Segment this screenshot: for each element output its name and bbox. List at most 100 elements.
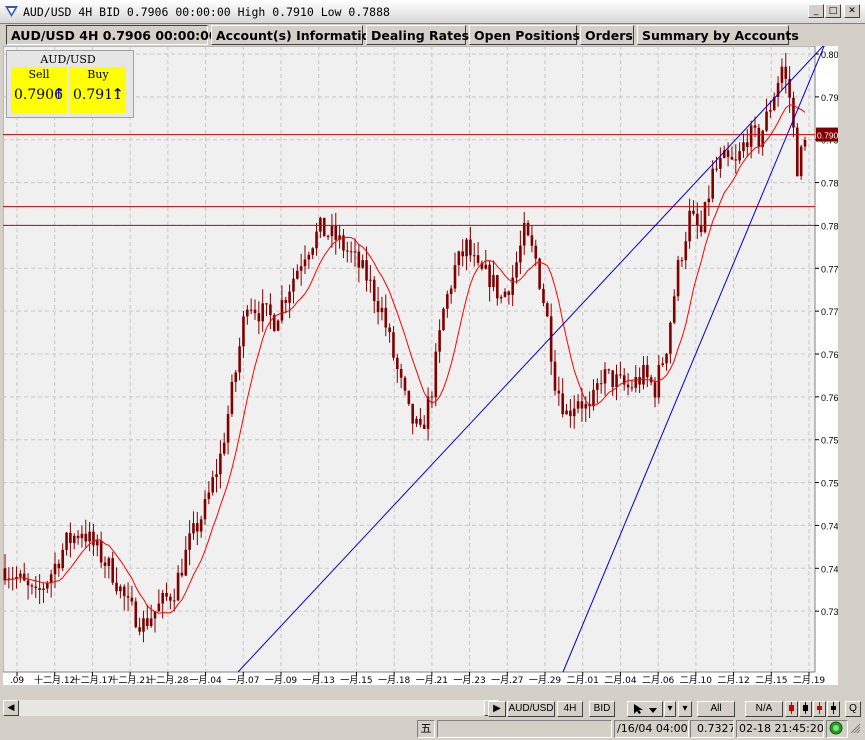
buy-button[interactable]: Buy 0.7911 ↑ (70, 67, 126, 113)
candle-body (403, 377, 407, 391)
price-chart[interactable]: 0.80000.79500.79000.78500.78000.77500.77… (3, 46, 838, 685)
chart-horizontal-scrollbar[interactable]: ◀ ▶ (3, 700, 500, 716)
na-button[interactable]: N/A (745, 701, 783, 717)
maximize-button[interactable]: □ (825, 4, 841, 18)
candle-body (499, 296, 503, 299)
candle-red-2-button[interactable] (813, 701, 826, 717)
candle-body (738, 151, 741, 161)
candle-body (722, 150, 726, 158)
timeframe-button[interactable]: 4H (557, 701, 583, 717)
candle-body (696, 213, 699, 226)
candle-body (161, 592, 164, 604)
cursor-icon (634, 704, 657, 714)
tab-orders[interactable]: Orders (580, 25, 634, 45)
y-tick-label: 0.7950 (821, 93, 838, 103)
plot-area (3, 46, 816, 673)
x-tick-label: 十二月.21 (109, 674, 150, 685)
zoom-dropdown-button[interactable]: ▾ (678, 701, 692, 717)
candle-body (72, 535, 76, 544)
candle-body (153, 611, 157, 619)
app-logo-icon (5, 6, 18, 17)
candle-body (619, 374, 622, 376)
trendline-shallow (237, 46, 824, 673)
x-tick-label: 一月.21 (416, 675, 448, 685)
candle-red-icon (789, 702, 794, 714)
candle-body (38, 588, 41, 590)
candle-body (392, 332, 395, 358)
candle-body (149, 618, 153, 627)
scroll-left-button[interactable]: ◀ (3, 700, 19, 716)
symbol-button[interactable]: AUD/USD (507, 701, 555, 717)
up-arrow-icon: ↑ (111, 85, 124, 103)
y-tick-label: 0.7450 (821, 521, 838, 531)
candle-body (799, 146, 803, 177)
candle-body (507, 291, 511, 295)
candle-body (234, 372, 238, 382)
scroll-track[interactable] (19, 700, 484, 716)
x-tick-label: 二月.12 (717, 675, 749, 685)
candle-body (365, 260, 368, 281)
candle-black-button[interactable] (799, 701, 812, 717)
tab-dealing-rates[interactable]: Dealing Rates (366, 25, 469, 45)
candle-body (469, 239, 472, 256)
candle-body (803, 140, 807, 147)
candle-body (299, 266, 303, 271)
candle-body (630, 387, 634, 389)
candle-body (338, 235, 341, 240)
candle-body (203, 498, 207, 520)
candle-body (219, 453, 222, 475)
candle-body (42, 588, 45, 590)
sell-button[interactable]: Sell 0.7906 ↑ (11, 67, 67, 113)
candle-body (134, 601, 138, 628)
cursor-tool-button[interactable] (627, 701, 663, 717)
candle-body (61, 549, 64, 569)
candle-body (46, 583, 49, 589)
close-button[interactable]: ✕ (844, 4, 860, 18)
tab-chart[interactable]: AUD/USD 4H 0.7906 00:00:00 (6, 25, 218, 45)
candle-body (330, 225, 334, 237)
candle-body (646, 364, 649, 378)
candle-body (522, 222, 526, 246)
candle-body (111, 558, 114, 583)
candle-body (734, 159, 738, 161)
candle-body (396, 357, 399, 370)
quote-panel: AUD/USD Sell 0.7906 ↑ Buy 0.7911 ↑ (6, 50, 134, 118)
candle-red-button[interactable] (785, 701, 798, 717)
candle-body (465, 239, 468, 257)
y-tick-label: 0.7350 (821, 607, 838, 617)
price-type-button[interactable]: BID (589, 701, 615, 717)
dropdown-button[interactable]: ▾ (664, 701, 676, 717)
candle-body (642, 364, 645, 385)
tab-open-positions[interactable]: Open Positions (469, 25, 580, 45)
candle-body (769, 110, 772, 112)
all-button[interactable]: All (697, 701, 735, 717)
trendline-steep (562, 46, 825, 673)
y-tick-label: 0.7500 (821, 479, 838, 489)
candle-body (534, 245, 538, 259)
minimize-button[interactable]: _ (808, 4, 824, 18)
tab-bar: AUD/USD 4H 0.7906 00:00:00 Account(s) In… (0, 24, 865, 46)
candle-body (422, 424, 426, 429)
candle-body (357, 251, 361, 268)
candle-black-2-button[interactable] (827, 701, 840, 717)
x-tick-label: 十二月.17 (72, 674, 113, 685)
candle-body (519, 245, 522, 263)
play-button[interactable]: ▶ (488, 701, 506, 717)
candle-body (176, 572, 180, 601)
tab-accounts-information[interactable]: Account(s) Information (211, 25, 379, 45)
candle-body (699, 225, 703, 233)
candle-body (222, 442, 226, 454)
candle-body (276, 320, 280, 331)
candle-body (453, 265, 457, 289)
candle-body (342, 235, 345, 251)
candle-body (496, 275, 499, 299)
candle-body (15, 576, 18, 579)
candle-body (715, 168, 718, 170)
candle-body (142, 618, 145, 632)
candle-body (303, 259, 307, 267)
tab-summary-by-accounts[interactable]: Summary by Accounts (637, 25, 799, 45)
candle-body (211, 477, 214, 493)
q-button[interactable]: Q (845, 701, 861, 717)
moving-average-line (4, 104, 806, 614)
candle-body (615, 374, 618, 388)
